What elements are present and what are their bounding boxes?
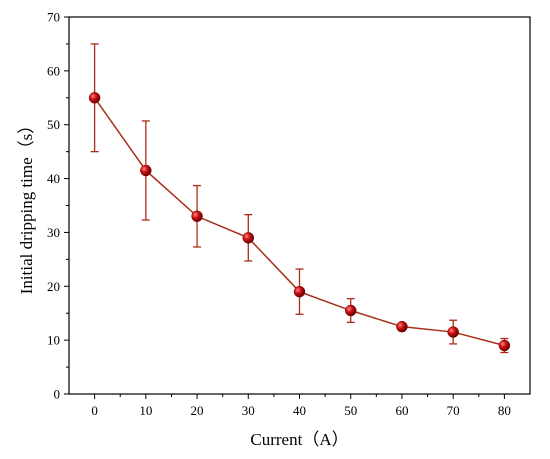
data-point xyxy=(396,320,408,333)
data-point xyxy=(344,304,357,317)
x-tick-label: 80 xyxy=(498,403,511,418)
plot-frame xyxy=(68,16,531,395)
x-tick-label: 10 xyxy=(139,403,152,418)
data-point xyxy=(498,339,511,352)
data-point xyxy=(140,164,152,177)
x-axis-label: Current（A） xyxy=(250,430,348,449)
y-tick-label: 20 xyxy=(47,279,60,294)
x-tick-label: 30 xyxy=(242,403,255,418)
y-tick-label: 50 xyxy=(47,117,60,132)
data-point xyxy=(293,285,306,298)
y-tick-label: 10 xyxy=(47,333,60,348)
data-point xyxy=(88,92,101,104)
y-axis-label: Initial dripping time（s） xyxy=(17,117,36,295)
x-tick-label: 40 xyxy=(293,403,306,418)
x-tick-label: 60 xyxy=(395,403,408,418)
y-axis-ticks: 0 10 20 30 40 50 60 70 xyxy=(47,10,69,402)
x-tick-label: 70 xyxy=(447,403,460,418)
data-markers xyxy=(88,92,511,352)
data-point xyxy=(191,210,203,223)
x-tick-label: 20 xyxy=(191,403,204,418)
y-tick-label: 40 xyxy=(47,171,60,186)
x-axis-ticks: 0 10 20 30 40 50 60 70 80 xyxy=(91,394,511,418)
y-tick-label: 30 xyxy=(47,225,60,240)
x-tick-label: 50 xyxy=(344,403,357,418)
y-tick-label: 60 xyxy=(47,63,60,78)
y-tick-label: 0 xyxy=(54,387,61,402)
x-tick-label: 0 xyxy=(91,403,98,418)
error-bars xyxy=(90,43,509,354)
data-point xyxy=(242,232,255,244)
data-point xyxy=(447,326,459,338)
y-tick-label: 70 xyxy=(47,10,60,25)
